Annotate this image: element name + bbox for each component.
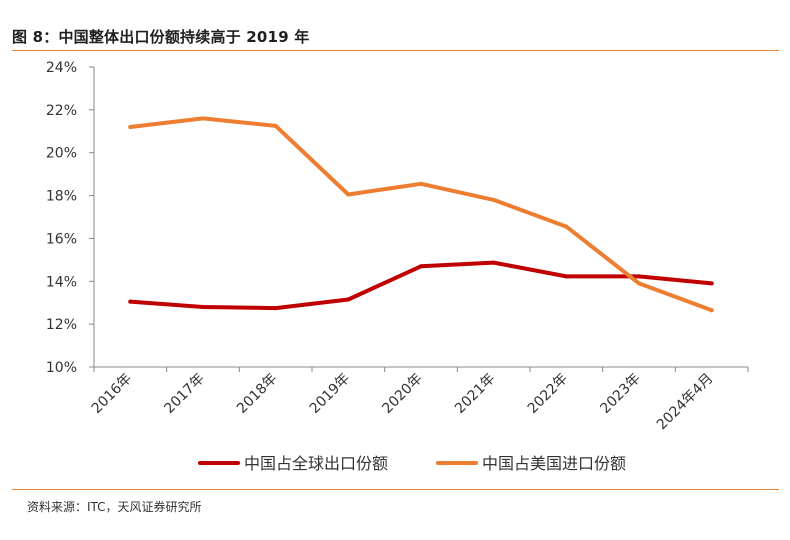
data-point — [419, 181, 423, 186]
bottom-divider — [12, 489, 779, 490]
data-point — [201, 305, 205, 309]
data-point — [564, 224, 569, 229]
x-tick-label: 2017年 — [161, 371, 207, 417]
legend: 中国占全球出口份额 中国占美国进口份额 — [198, 454, 626, 473]
x-tick-label: 2021年 — [452, 371, 498, 417]
x-axis-ticks: 2016年 2017年 2018年 2019年 2020年 2021年 2022年 2023年… — [89, 367, 749, 434]
x-tick-label: 2019年 — [307, 371, 353, 417]
y-tick-label: 20% — [46, 146, 77, 162]
data-point — [128, 125, 133, 129]
y-tick-label: 22% — [46, 103, 77, 119]
data-point — [128, 299, 133, 304]
y-tick-label: 18% — [46, 189, 77, 205]
y-tick-label: 16% — [46, 231, 77, 247]
x-tick-label: 2022年 — [525, 371, 571, 417]
data-point — [491, 197, 496, 202]
series-line-1 — [128, 260, 714, 311]
x-tick-label: 2020年 — [379, 371, 425, 417]
data-point — [637, 281, 641, 286]
legend-label-2: 中国占美国进口份额 — [482, 454, 626, 473]
line-chart: 10% 12% 14% 16% 18% 20% 22% 24% 2016年 2017年 2018年… — [46, 60, 749, 473]
x-tick-label: 2024年4月 — [654, 371, 717, 434]
data-point — [346, 192, 351, 197]
y-axis-ticks: 10% 12% 14% 16% 18% 20% 22% 24% — [46, 60, 94, 376]
source-note: 资料来源：ITC，天风证券研究所 — [27, 500, 202, 514]
data-point — [491, 260, 496, 265]
x-tick-label: 2018年 — [234, 371, 280, 417]
x-tick-label: 2023年 — [597, 371, 643, 417]
y-tick-label: 24% — [46, 60, 77, 76]
y-tick-label: 14% — [46, 274, 77, 290]
data-point — [273, 123, 278, 128]
series-lines — [128, 116, 714, 313]
y-tick-label: 12% — [46, 317, 77, 333]
data-point — [201, 116, 205, 121]
data-point — [564, 274, 569, 279]
data-point — [273, 306, 278, 311]
y-tick-label: 10% — [46, 360, 77, 376]
data-point — [709, 281, 714, 286]
data-point — [637, 274, 641, 279]
data-point — [709, 308, 714, 313]
series-line-2 — [128, 116, 714, 313]
chart-title: 图 8：中国整体出口份额持续高于 2019 年 — [12, 28, 310, 46]
x-tick-label: 2016年 — [89, 371, 135, 417]
data-point — [419, 264, 423, 269]
top-divider — [12, 50, 779, 51]
data-point — [346, 297, 351, 302]
legend-label-1: 中国占全球出口份额 — [244, 454, 388, 473]
axes — [93, 67, 748, 368]
